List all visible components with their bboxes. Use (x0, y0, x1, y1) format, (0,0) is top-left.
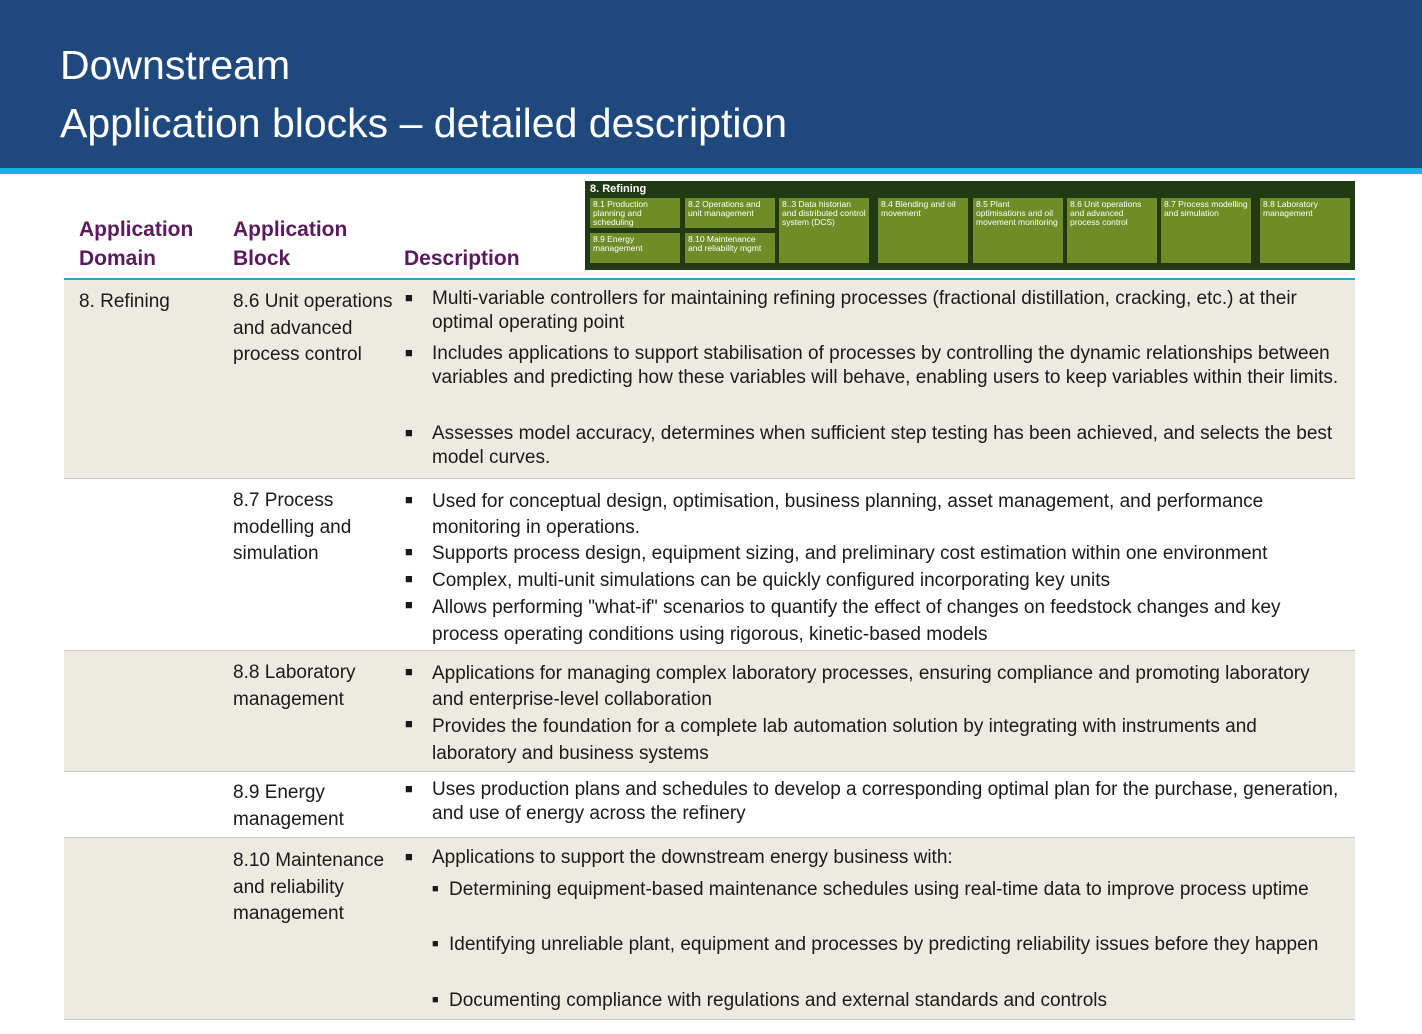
bullet-icon: ■ (405, 290, 413, 305)
column-header-block-line1: Application (233, 218, 348, 241)
row-block: 8.8 Laboratory management (233, 662, 356, 710)
table-row (64, 651, 1355, 772)
row-block: 8.10 Maintenance and reliability managem… (233, 850, 385, 924)
bullet-icon: ■ (405, 425, 413, 440)
title-banner (0, 0, 1422, 168)
row-bullet: Includes applications to support stabili… (432, 343, 1339, 388)
bullet-icon: ■ (405, 664, 413, 679)
row-bullet: Applications for managing complex labora… (432, 663, 1310, 710)
column-header-domain: Application Domain (79, 215, 193, 273)
mini-block-8-1: 8.1 Production planning and scheduling (590, 198, 680, 228)
mini-block-8-4: 8.4 Blending and oil movement (878, 198, 968, 263)
table-header-rule (64, 278, 1355, 280)
row-bullet: Multi-variable controllers for maintaini… (432, 288, 1297, 333)
row-bullet: Provides the foundation for a complete l… (432, 716, 1257, 764)
mini-block-8-10: 8.10 Maintenance and reliability mgmt (685, 233, 775, 263)
row-bullet: Used for conceptual design, optimisation… (432, 491, 1264, 538)
mini-block-8-8: 8.8 Laboratory management (1260, 198, 1350, 263)
row-bullet: Uses production plans and schedules to d… (432, 779, 1339, 824)
slide-title-line1: Downstream (60, 42, 291, 88)
title-underline (0, 168, 1422, 174)
mini-block-8-2: 8.2 Operations and unit management (685, 198, 775, 228)
mini-block-8-5: 8.5 Plant optimisations and oil movement… (973, 198, 1063, 263)
column-header-block: Application Block (233, 215, 347, 273)
row-domain: 8. Refining (79, 291, 170, 312)
row-sub-bullet: Documenting compliance with regulations … (449, 990, 1107, 1011)
bullet-icon: ■ (405, 849, 413, 864)
table-row (64, 280, 1355, 479)
sub-bullet-icon: ■ (432, 883, 439, 895)
slide-title-line2: Application blocks – detailed descriptio… (60, 100, 788, 146)
mini-block-8-6: 8.6 Unit operations and advanced process… (1067, 198, 1157, 263)
mini-map-title: 8. Refining (590, 183, 647, 195)
bullet-icon: ■ (405, 492, 413, 507)
refining-mini-map: 8. Refining 8.1 Production planning and … (585, 181, 1355, 270)
column-header-domain-line2: Domain (79, 247, 157, 270)
bullet-icon: ■ (405, 345, 413, 360)
bullet-icon: ■ (405, 544, 413, 559)
column-header-domain-line1: Application (79, 218, 194, 241)
table-row (64, 479, 1355, 651)
mini-block-8-3: 8..3 Data historian and distributed cont… (779, 198, 869, 263)
row-bullet: Assesses model accuracy, determines when… (432, 423, 1333, 468)
bullet-icon: ■ (405, 716, 413, 731)
sub-bullet-icon: ■ (432, 994, 439, 1006)
table-row (64, 838, 1355, 1020)
bullet-icon: ■ (405, 571, 413, 586)
sub-bullet-icon: ■ (432, 938, 439, 950)
bullet-icon: ■ (405, 597, 413, 612)
row-block: 8.9 Energy management (233, 782, 344, 830)
row-sub-bullet: Determining equipment-based maintenance … (449, 879, 1309, 900)
row-bullet: Applications to support the downstream e… (432, 847, 953, 868)
row-block: 8.7 Process modelling and simulation (233, 490, 352, 564)
row-sub-bullet: Identifying unreliable plant, equipment … (449, 934, 1319, 955)
bullet-icon: ■ (405, 781, 413, 796)
table-row (64, 772, 1355, 838)
row-bullet: Supports process design, equipment sizin… (432, 543, 1268, 564)
mini-block-8-9: 8.9 Energy management (590, 233, 680, 263)
row-bullet: Allows performing "what-if" scenarios to… (432, 597, 1281, 645)
row-bullet: Complex, multi-unit simulations can be q… (432, 570, 1110, 591)
mini-block-8-7: 8.7 Process modelling and simulation (1161, 198, 1251, 263)
column-header-description: Description (404, 247, 520, 270)
row-block: 8.6 Unit operations and advanced process… (233, 291, 393, 365)
column-header-block-line2: Block (233, 247, 291, 270)
